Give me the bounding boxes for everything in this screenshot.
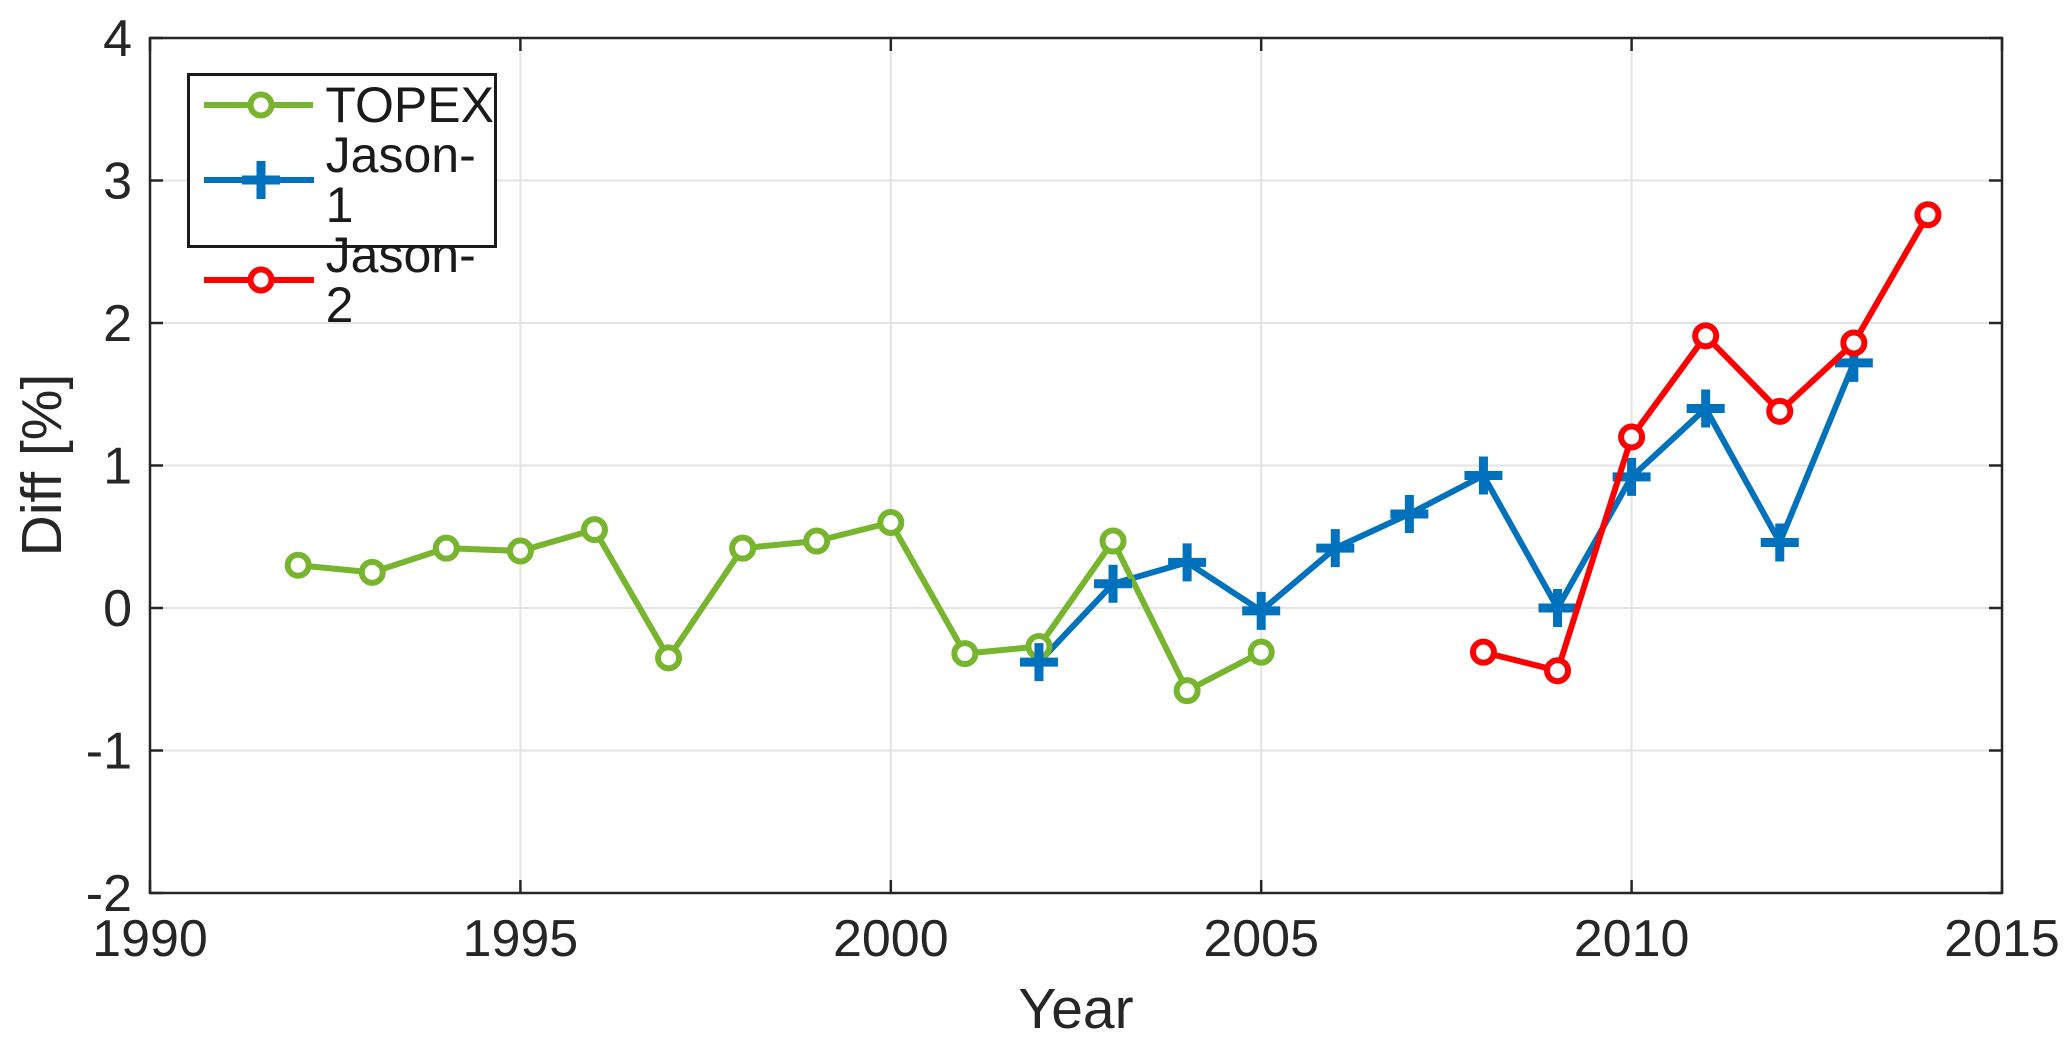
x-tick-label: 2015: [1944, 910, 2060, 968]
x-tick-label: 2005: [1203, 910, 1319, 968]
marker-topex: [284, 551, 312, 579]
legend-label: TOPEX: [325, 77, 494, 133]
x-tick-label: 2010: [1574, 910, 1690, 968]
x-axis-label: Year: [1018, 977, 1134, 1041]
legend-item-topex: TOPEX: [202, 80, 494, 130]
y-tick-label: 1: [103, 438, 132, 496]
marker-jason-2: [1840, 329, 1868, 357]
legend: TOPEX Jason-1 Jason-2: [187, 73, 497, 330]
y-tick-label: -1: [86, 723, 132, 781]
marker-topex: [1173, 677, 1201, 705]
y-axis-label: Diff [%]: [10, 373, 74, 557]
marker-jason-2: [1914, 201, 1942, 229]
marker-jason-2: [1469, 638, 1497, 666]
legend-swatch-circle-icon: [204, 91, 314, 119]
series-line-jason-1: [1035, 359, 1857, 666]
x-tick-label: 2000: [833, 910, 949, 968]
legend-label: Jason-1: [325, 127, 476, 233]
marker-topex: [877, 509, 905, 536]
marker-topex: [1099, 527, 1127, 555]
series-line-jason-2: [1480, 211, 1931, 674]
y-tick-label: 2: [103, 295, 132, 353]
marker-jason-2: [1766, 397, 1794, 425]
marker-jason-1: [1760, 523, 1799, 562]
marker-topex: [951, 640, 979, 668]
y-tick-label: 3: [103, 153, 132, 211]
marker-jason-1: [1390, 494, 1429, 533]
marker-topex: [729, 534, 757, 562]
legend-swatch-plus-icon: [204, 161, 314, 199]
marker-jason-2: [1544, 657, 1572, 685]
legend-item-jason-1: Jason-1: [202, 130, 494, 230]
marker-topex: [432, 534, 460, 562]
marker-topex: [506, 537, 534, 565]
legend-swatch-circle-icon: [204, 266, 314, 294]
marker-topex: [580, 516, 608, 544]
marker-jason-1: [1538, 589, 1577, 627]
legend-item-jason-2: Jason-2: [202, 230, 494, 330]
marker-jason-1: [1686, 389, 1725, 428]
y-tick-label: 0: [103, 580, 132, 638]
y-tick-label: -2: [86, 865, 132, 923]
legend-label: Jason-2: [325, 227, 476, 333]
x-tick-label: 1990: [92, 910, 208, 968]
marker-jason-1: [1242, 591, 1281, 630]
marker-jason-1: [1019, 643, 1058, 682]
marker-topex: [1247, 638, 1275, 666]
marker-topex: [358, 558, 386, 586]
marker-jason-2: [1618, 423, 1646, 451]
marker-jason-1: [1464, 456, 1503, 495]
marker-jason-1: [1168, 543, 1207, 582]
marker-jason-1: [1094, 564, 1133, 603]
x-tick-label: 1995: [463, 910, 579, 968]
marker-jason-1: [1316, 529, 1355, 568]
marker-topex: [803, 527, 831, 555]
marker-jason-2: [1692, 322, 1720, 350]
marker-topex: [655, 644, 683, 672]
y-tick-label: 4: [103, 10, 132, 68]
